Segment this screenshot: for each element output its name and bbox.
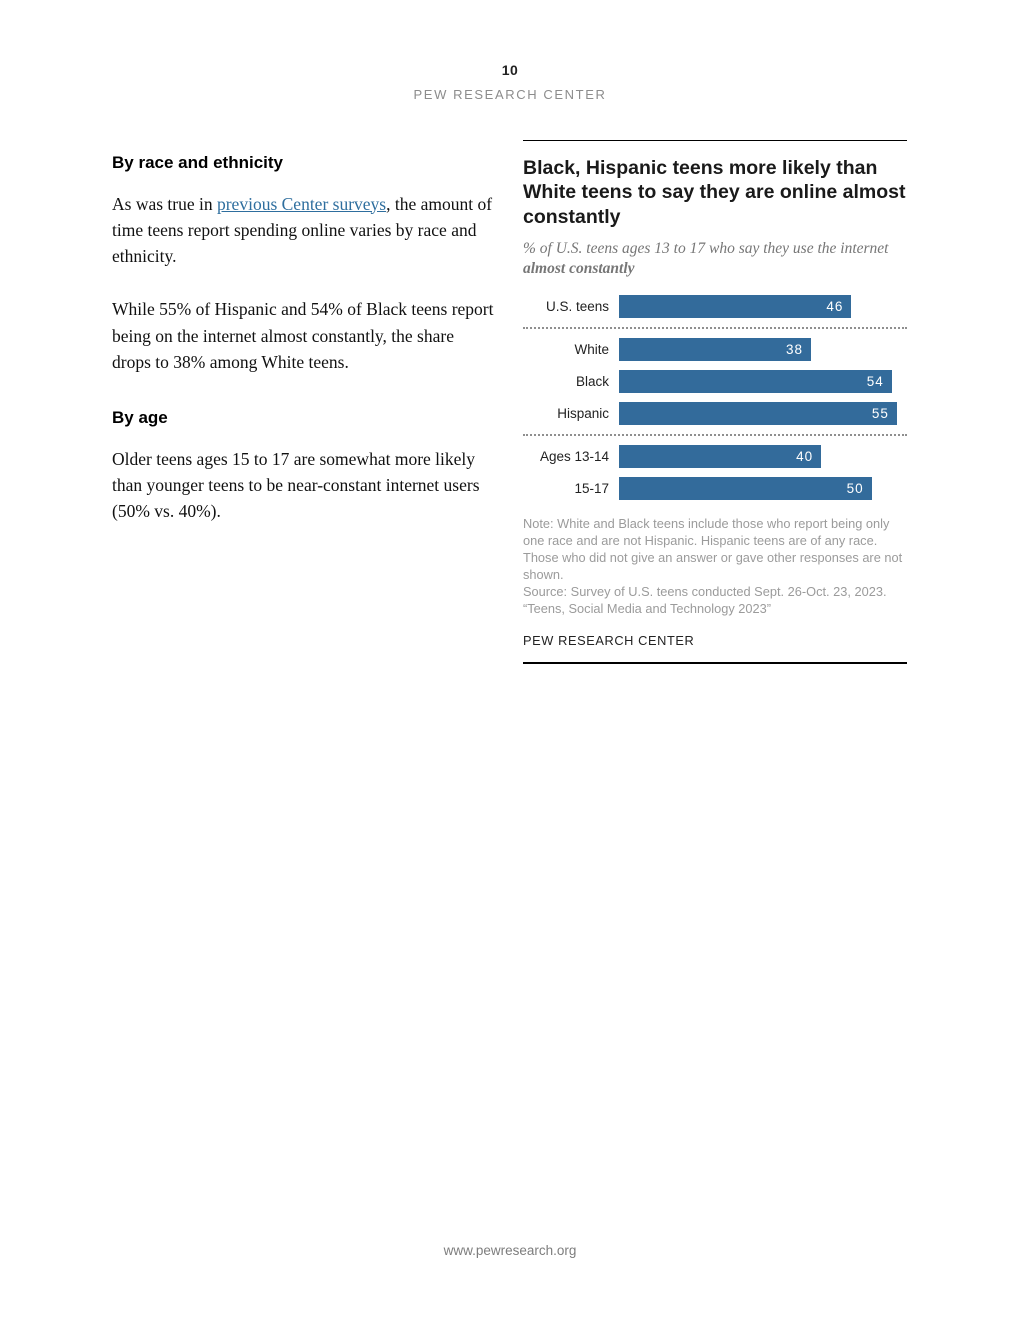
chart-quote: “Teens, Social Media and Technology 2023… bbox=[523, 600, 772, 616]
chart-subtitle-text: % of U.S. teens ages 13 to 17 who say th… bbox=[523, 240, 889, 258]
bar-track: 46 bbox=[619, 295, 907, 319]
bar-label: Hispanic bbox=[557, 406, 609, 422]
chart-panel: Black, Hispanic teens more likely than W… bbox=[523, 140, 907, 664]
paragraph-race-1-post: , the amount of time teens report spendi… bbox=[112, 193, 493, 267]
page-header: 10 PEW RESEARCH CENTER bbox=[0, 62, 1020, 102]
bar-row: 15-17 50 bbox=[523, 477, 907, 501]
bar-label: 15-17 bbox=[574, 481, 609, 497]
bar: 40 bbox=[619, 445, 822, 469]
bar: 38 bbox=[619, 338, 811, 362]
bar-value-label: 55 bbox=[871, 406, 889, 422]
chart-brand: PEW RESEARCH CENTER bbox=[523, 632, 695, 648]
footer-url: www.pewresearch.org bbox=[443, 1243, 577, 1258]
paragraph-race-1: As was true in previous Center surveys, … bbox=[112, 191, 494, 270]
chart-rows: U.S. teens 46 White 38 Black 54 Hispanic 55 Ages… bbox=[523, 295, 907, 501]
bar-row: Hispanic 55 bbox=[523, 402, 907, 426]
bar-value-label: 54 bbox=[866, 374, 884, 390]
bar-label: Ages 13-14 bbox=[539, 449, 609, 465]
bar: 55 bbox=[619, 402, 897, 426]
bar-row: U.S. teens 46 bbox=[523, 295, 907, 319]
bar: 46 bbox=[619, 295, 852, 319]
bar-track: 40 bbox=[619, 445, 907, 469]
bar-label: U.S. teens bbox=[545, 299, 609, 315]
group-separator bbox=[523, 434, 907, 437]
chart-subtitle: % of U.S. teens ages 13 to 17 who say th… bbox=[523, 239, 907, 279]
header-brand: PEW RESEARCH CENTER bbox=[413, 87, 607, 102]
chart-top-rule bbox=[523, 140, 907, 141]
page-number: 10 bbox=[501, 62, 519, 78]
bar: 50 bbox=[619, 477, 872, 501]
bar-track: 54 bbox=[619, 370, 907, 394]
previous-surveys-link[interactable]: previous Center surveys bbox=[216, 193, 387, 214]
bar-value-label: 50 bbox=[846, 481, 864, 497]
group-separator bbox=[523, 327, 907, 330]
bar-row: Ages 13-14 40 bbox=[523, 445, 907, 469]
paragraph-race-2: While 55% of Hispanic and 54% of Black t… bbox=[112, 299, 494, 372]
bar-value-label: 38 bbox=[785, 342, 803, 358]
chart-subtitle-bold: almost constantly bbox=[523, 260, 635, 278]
bar-value-label: 40 bbox=[796, 449, 814, 465]
paragraph-race-1-pre: As was true in bbox=[112, 193, 217, 214]
bar-label: White bbox=[574, 342, 609, 358]
bar-track: 50 bbox=[619, 477, 907, 501]
bar: 54 bbox=[619, 370, 892, 394]
bar-value-label: 46 bbox=[826, 299, 844, 315]
bar-label: Black bbox=[575, 374, 609, 390]
bar-row: White 38 bbox=[523, 338, 907, 362]
chart-source: Source: Survey of U.S. teens conducted S… bbox=[523, 583, 887, 599]
heading-age: By age bbox=[112, 408, 168, 427]
chart-note: Note: White and Black teens include thos… bbox=[523, 516, 903, 583]
bar-row: Black 54 bbox=[523, 370, 907, 394]
bar-track: 55 bbox=[619, 402, 907, 426]
paragraph-age-1: Older teens ages 15 to 17 are somewhat m… bbox=[112, 448, 480, 522]
heading-race-ethnicity: By race and ethnicity bbox=[112, 153, 284, 172]
bar-track: 38 bbox=[619, 338, 907, 362]
chart-bottom-rule bbox=[523, 661, 907, 664]
article-column: By race and ethnicity As was true in pre… bbox=[112, 150, 494, 551]
chart-title: Black, Hispanic teens more likely than W… bbox=[523, 157, 906, 228]
